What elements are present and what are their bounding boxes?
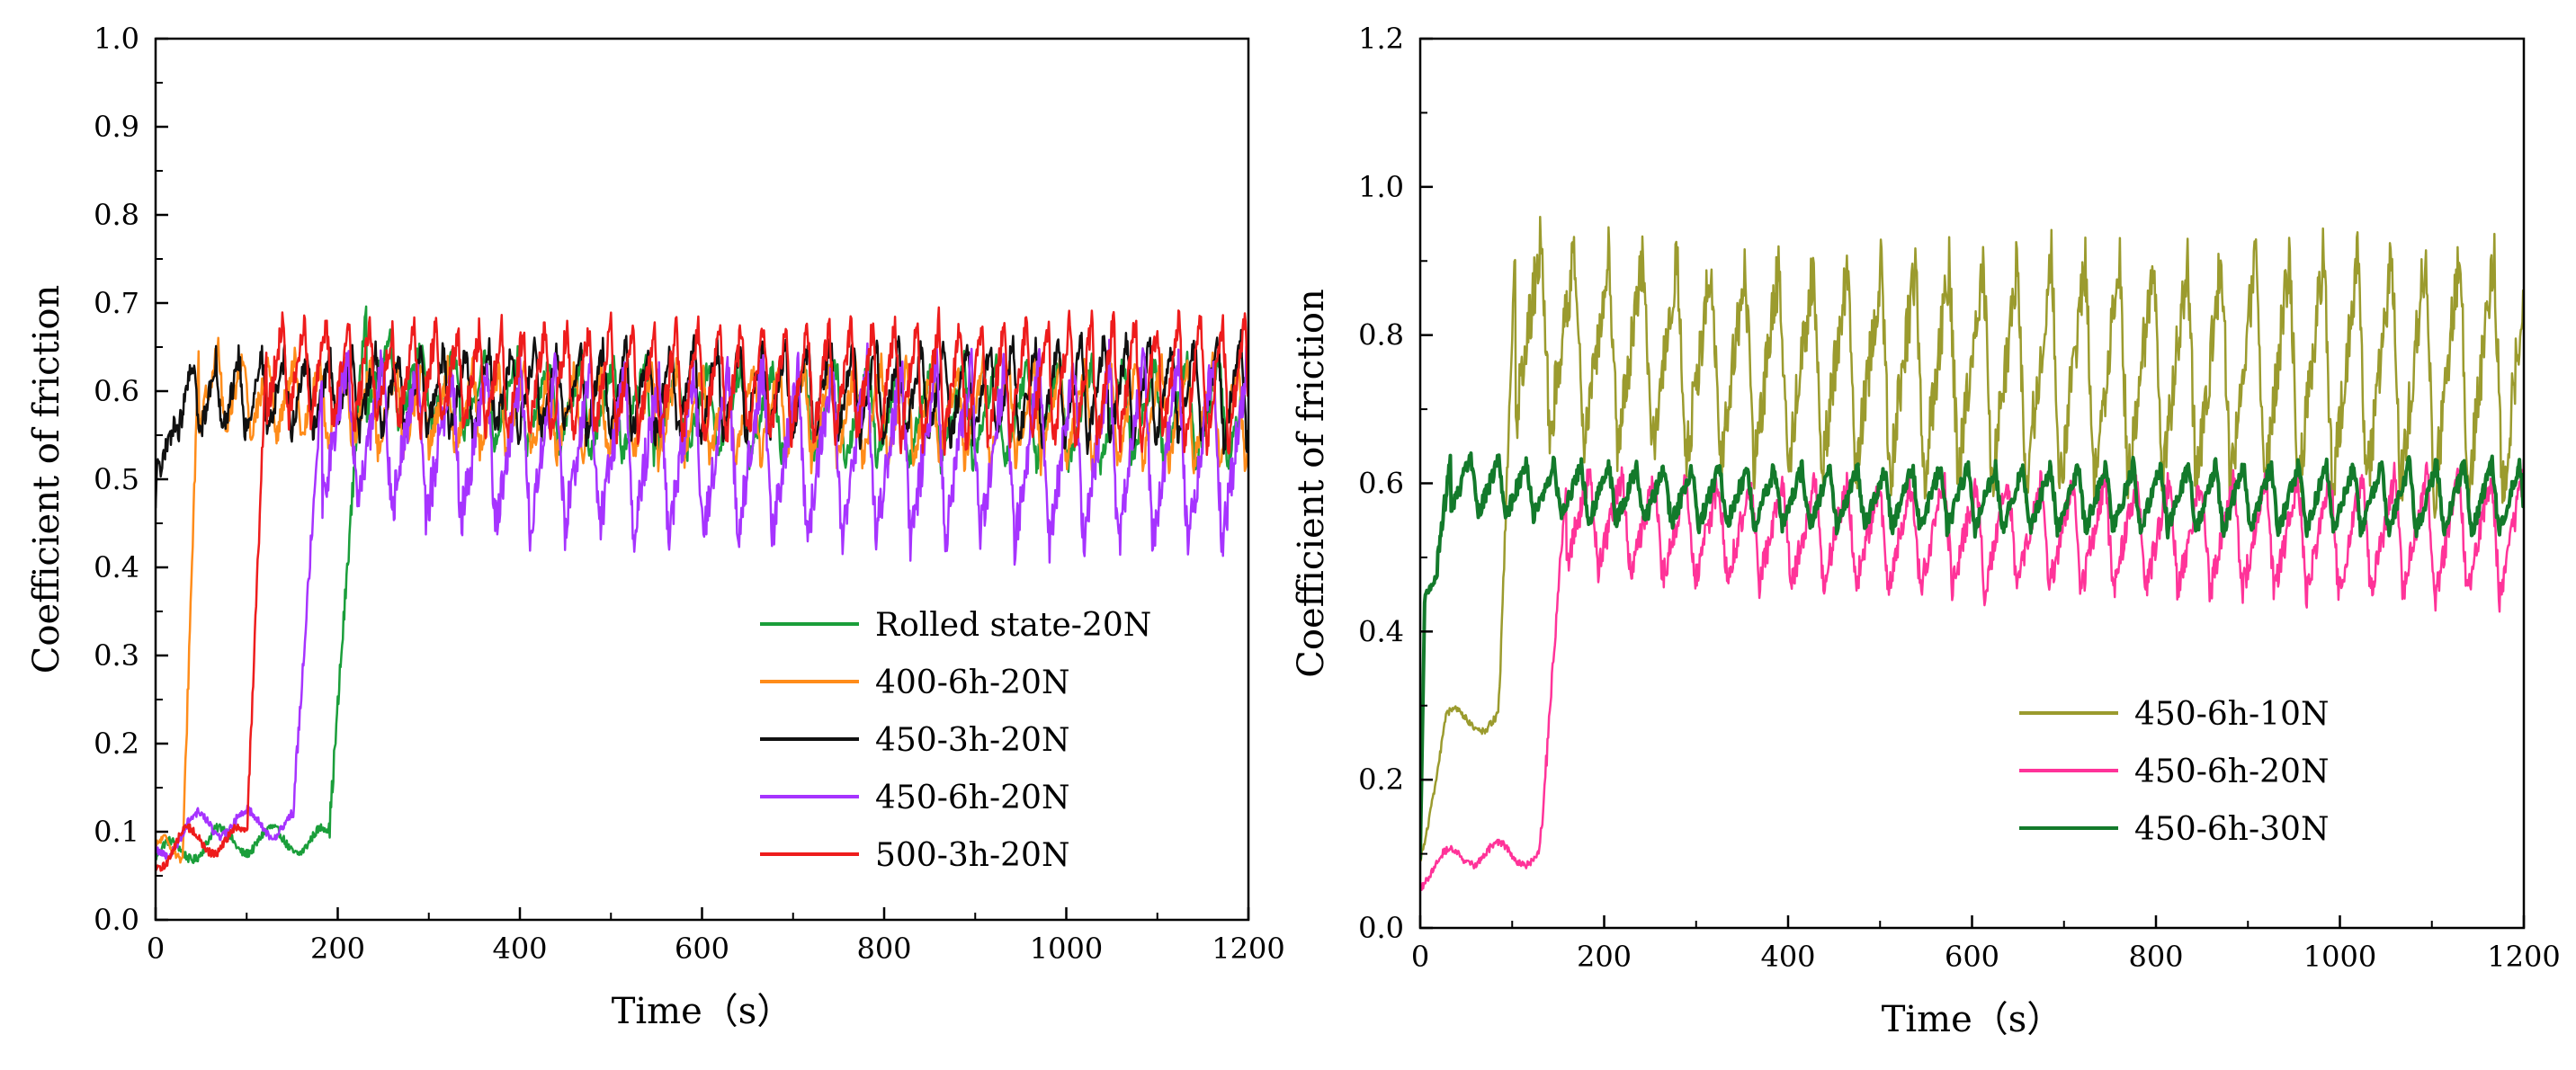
x-tick-label: 800 [2128, 940, 2183, 974]
legend-entry: 450-6h-20N [2134, 753, 2329, 790]
x-tick-label: 400 [1760, 940, 1815, 974]
y-tick-label: 0.8 [1358, 318, 1404, 352]
x-tick-label: 1000 [1030, 932, 1103, 966]
y-tick-label: 0.1 [94, 815, 139, 849]
x-tick-label: 600 [675, 932, 729, 966]
series-line-500-3h-20n [156, 306, 1248, 872]
x-tick-label: 0 [1411, 940, 1429, 974]
y-tick-label: 0.9 [94, 110, 139, 144]
series-group [156, 305, 1248, 872]
y-tick-label: 1.2 [1358, 22, 1404, 56]
y-tick-label: 0.2 [1358, 762, 1404, 797]
series-line-450-6h-30n [1420, 451, 2524, 860]
series-group [1420, 215, 2524, 891]
x-tick-label: 400 [492, 932, 547, 966]
right-chart: 0 200 400 600 800 1000 1200 0.0 0.2 0.4 0.6 0.8 1.0 1… [1291, 22, 2561, 1040]
series-line-450-6h-10n [1420, 215, 2524, 862]
y-tick-label: 0.4 [94, 550, 139, 584]
x-tick-label: 1000 [2303, 940, 2376, 974]
x-tick-label: 1200 [1212, 932, 1284, 966]
legend-entry: 450-6h-20N [875, 780, 1069, 816]
y-tick-label: 0.5 [94, 462, 139, 496]
legend-entry: 450-6h-10N [2134, 696, 2329, 733]
y-tick-label: 0.2 [94, 727, 139, 761]
y-tick-label: 0.0 [94, 903, 139, 937]
legend-entry: 450-6h-30N [2134, 811, 2329, 848]
plot-frame [154, 37, 1250, 922]
left-chart: 0 200 400 600 800 1000 1200 0.0 0.1 0.2 0.3 0.4 0.5 0… [26, 22, 1285, 1032]
y-tick-label: 1.0 [94, 22, 139, 56]
y-tick-label: 0.3 [94, 638, 139, 673]
x-tick-label: 200 [310, 932, 365, 966]
x-axis-label: Time（s） [612, 991, 793, 1032]
legend-entry: 400-6h-20N [875, 664, 1069, 701]
x-tick-label: 200 [1577, 940, 1632, 974]
legend-entry: 500-3h-20N [875, 837, 1069, 874]
legend-entry: Rolled state-20N [875, 607, 1151, 644]
y-axis-label: Coefficient of friction [26, 285, 67, 673]
x-tick-label: 0 [147, 932, 165, 966]
y-tick-label: 0.0 [1358, 911, 1404, 945]
y-tick-label: 0.7 [94, 286, 139, 320]
series-line-450-6h-20n [156, 338, 1248, 860]
y-tick-label: 0.4 [1358, 614, 1404, 648]
x-tick-label: 600 [1945, 940, 1999, 974]
y-axis-label: Coefficient of friction [1291, 289, 1332, 677]
y-tick-label: 1.0 [1358, 170, 1404, 204]
legend-entry: 450-3h-20N [875, 722, 1069, 759]
x-tick-label: 800 [856, 932, 911, 966]
y-tick-label: 0.6 [94, 374, 139, 408]
y-tick-label: 0.6 [1358, 467, 1404, 501]
x-tick-label: 1200 [2487, 940, 2560, 974]
y-tick-label: 0.8 [94, 198, 139, 232]
x-axis-label: Time（s） [1882, 999, 2063, 1040]
